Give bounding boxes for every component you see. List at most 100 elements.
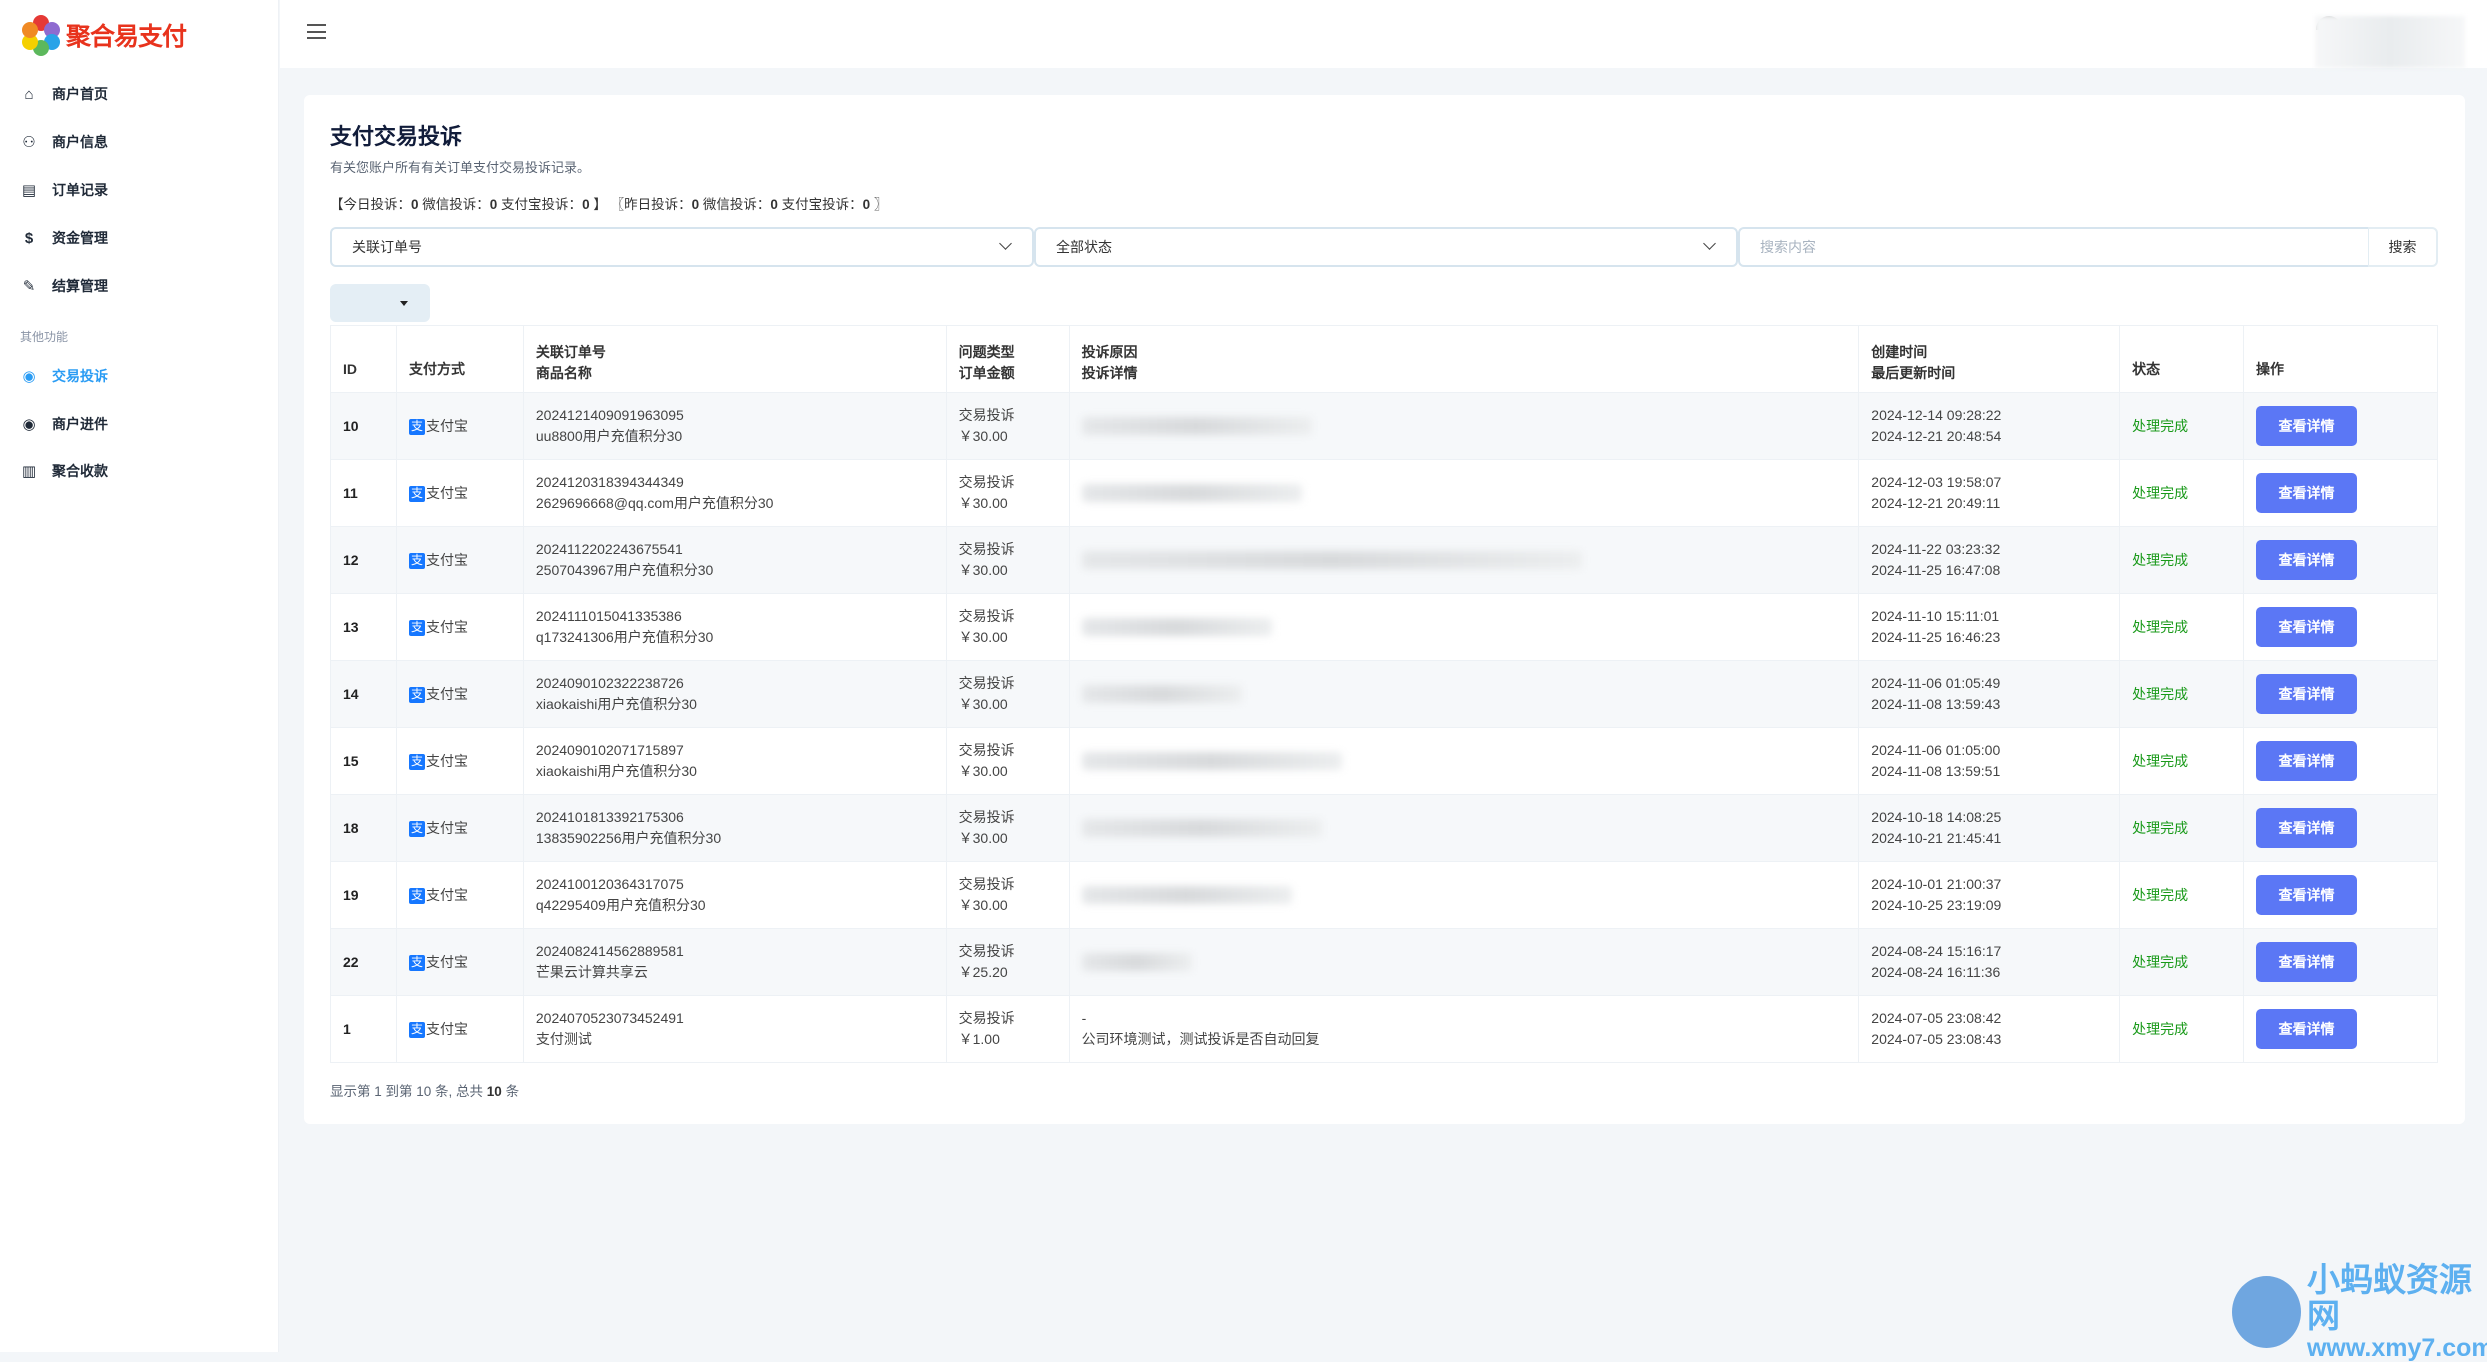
view-detail-button[interactable]: 查看详情 [2256, 473, 2357, 513]
table-row: 15 支支付宝 2024090102071715897 xiaokaishi用户充值积… [330, 727, 2438, 795]
sidebar-item-complaints[interactable]: ◉ 交易投诉 [20, 364, 108, 388]
header-line: 最后更新时间 [1871, 365, 1956, 381]
pay-method: 支付宝 [425, 887, 468, 903]
created-time: 2024-10-01 21:00:37 [1871, 876, 2002, 892]
cell-type: 交易投诉 ￥30.00 [945, 459, 1070, 527]
footer-total: 10 [486, 1084, 502, 1099]
header-line: 创建时间 [1871, 344, 1928, 360]
created-time: 2024-11-10 15:11:01 [1871, 608, 2000, 624]
cell-type: 交易投诉 ￥1.00 [945, 995, 1070, 1063]
sidebar-item-merchant-info[interactable]: ⚇ 商户信息 [20, 130, 108, 154]
stat-today: 0 [411, 197, 419, 212]
cell-pay-method: 支支付宝 [395, 593, 524, 661]
cell-action: 查看详情 [2243, 794, 2438, 862]
search-button[interactable]: 搜索 [2368, 227, 2438, 267]
cell-type: 交易投诉 ￥30.00 [945, 660, 1070, 728]
view-detail-button[interactable]: 查看详情 [2256, 741, 2357, 781]
col-reason[interactable]: 投诉原因 投诉详情 [1068, 325, 1860, 393]
col-id[interactable]: ID [330, 325, 397, 393]
sidebar: 聚合易支付 ⌂ 商户首页 ⚇ 商户信息 ▤ 订单记录 $ 资金管理 ✎ 结算管理 其他功能… [0, 0, 279, 1352]
header-line: 问题类型 [958, 344, 1015, 360]
col-order[interactable]: 关联订单号 商品名称 [522, 325, 947, 393]
field-select[interactable]: 关联订单号 [330, 227, 1034, 267]
view-detail-button[interactable]: 查看详情 [2256, 808, 2357, 848]
logo[interactable]: 聚合易支付 [20, 14, 187, 56]
stat-label: 〗 [870, 197, 888, 212]
footer-text: 显示第 1 到第 10 条, 总共 [330, 1084, 487, 1099]
cell-order: 2024070523073452491 支付测试 [522, 995, 947, 1063]
cell-time: 2024-12-14 09:28:22 2024-12-21 20:48:54 [1858, 392, 2121, 460]
status-select[interactable]: 全部状态 [1034, 227, 1738, 267]
order-number: 2024100120364317075 [535, 876, 684, 892]
sidebar-item-orders[interactable]: ▤ 订单记录 [20, 178, 108, 202]
status-badge: 处理完成 [2119, 392, 2244, 460]
order-amount: ￥30.00 [958, 629, 1008, 645]
col-type[interactable]: 问题类型 订单金额 [945, 325, 1070, 393]
columns-dropdown-button[interactable] [330, 284, 430, 322]
sidebar-item-home[interactable]: ⌂ 商户首页 [20, 82, 108, 106]
complaints-table: ID 支付方式 关联订单号 商品名称 问题类型 订单金额 投诉原因 投诉详情 创建时间… [330, 325, 2438, 1063]
stat-label: 〖昨日投诉： [610, 197, 692, 212]
issue-type: 交易投诉 [958, 809, 1015, 825]
cell-action: 查看详情 [2243, 459, 2438, 527]
view-detail-button[interactable]: 查看详情 [2256, 540, 2357, 580]
col-time[interactable]: 创建时间最后更新时间 [1858, 325, 2121, 393]
issue-type: 交易投诉 [958, 1010, 1015, 1026]
topbar [280, 0, 2487, 68]
alipay-icon: 支 [408, 485, 425, 502]
col-action[interactable]: 操作 [2243, 325, 2438, 393]
cell-pay-method: 支支付宝 [395, 928, 524, 996]
receipt-icon: ▤ [21, 182, 37, 199]
home-icon: ⌂ [24, 85, 34, 103]
stat-label: 微信投诉： [699, 197, 771, 212]
redacted-reason [1081, 618, 1272, 636]
order-number: 2024090102071715897 [535, 742, 684, 758]
sidebar-item-label: 聚合收款 [52, 463, 108, 479]
pay-method: 支付宝 [425, 418, 468, 434]
cell-order: 2024120318394344349 2629696668@qq.com用户充值… [522, 459, 947, 527]
order-amount: ￥30.00 [958, 428, 1008, 444]
view-detail-button[interactable]: 查看详情 [2256, 607, 2357, 647]
cell-pay-method: 支支付宝 [395, 392, 524, 460]
status-badge: 处理完成 [2119, 660, 2244, 728]
alipay-icon: 支 [408, 552, 425, 569]
sidebar-item-funds[interactable]: $ 资金管理 [20, 226, 108, 250]
product-name: xiaokaishi用户充值积分30 [535, 763, 697, 779]
view-detail-button[interactable]: 查看详情 [2256, 406, 2357, 446]
status-badge: 处理完成 [2119, 861, 2244, 929]
hamburger-menu-icon[interactable] [307, 24, 326, 39]
issue-type: 交易投诉 [958, 943, 1015, 959]
col-pay-method[interactable]: 支付方式 [395, 325, 524, 393]
status-badge: 处理完成 [2119, 727, 2244, 795]
product-name: q42295409用户充值积分30 [535, 897, 706, 913]
user-menu[interactable] [2315, 16, 2465, 68]
view-detail-button[interactable]: 查看详情 [2256, 1009, 2357, 1049]
view-detail-button[interactable]: 查看详情 [2256, 674, 2357, 714]
search-input[interactable] [1738, 227, 2370, 267]
col-status[interactable]: 状态 [2119, 325, 2244, 393]
view-detail-button[interactable]: 查看详情 [2256, 942, 2357, 982]
product-name: 2629696668@qq.com用户充值积分30 [535, 495, 774, 511]
cell-action: 查看详情 [2243, 861, 2438, 929]
cell-reason [1068, 660, 1860, 728]
order-amount: ￥1.00 [958, 1031, 1000, 1047]
updated-time: 2024-11-08 13:59:43 [1871, 696, 2001, 712]
cell-time: 2024-11-06 01:05:49 2024-11-08 13:59:43 [1858, 660, 2121, 728]
created-time: 2024-10-18 14:08:25 [1871, 809, 2002, 825]
redacted-reason [1081, 819, 1322, 837]
product-name: uu8800用户充值积分30 [535, 428, 683, 444]
view-detail-button[interactable]: 查看详情 [2256, 875, 2357, 915]
pay-method: 支付宝 [425, 686, 468, 702]
sidebar-item-aggregate-payment[interactable]: ▥ 聚合收款 [20, 459, 108, 483]
cell-id: 18 [330, 794, 397, 862]
sidebar-section-label: 其他功能 [20, 330, 69, 344]
table-row: 14 支支付宝 2024090102322238726 xiaokaishi用户充值积… [330, 660, 2438, 728]
issue-type: 交易投诉 [958, 675, 1015, 691]
table-row: 22 支支付宝 2024082414562889581 芒果云计算共享云 交易投诉 ￥25… [330, 928, 2438, 996]
sidebar-item-onboarding[interactable]: ◉ 商户进件 [20, 412, 108, 436]
sidebar-item-settlement[interactable]: ✎ 结算管理 [20, 274, 108, 298]
product-name: q173241306用户充值积分30 [535, 629, 714, 645]
order-amount: ￥30.00 [958, 495, 1008, 511]
cell-order: 2024121409091963095 uu8800用户充值积分30 [522, 392, 947, 460]
cell-action: 查看详情 [2243, 995, 2438, 1063]
